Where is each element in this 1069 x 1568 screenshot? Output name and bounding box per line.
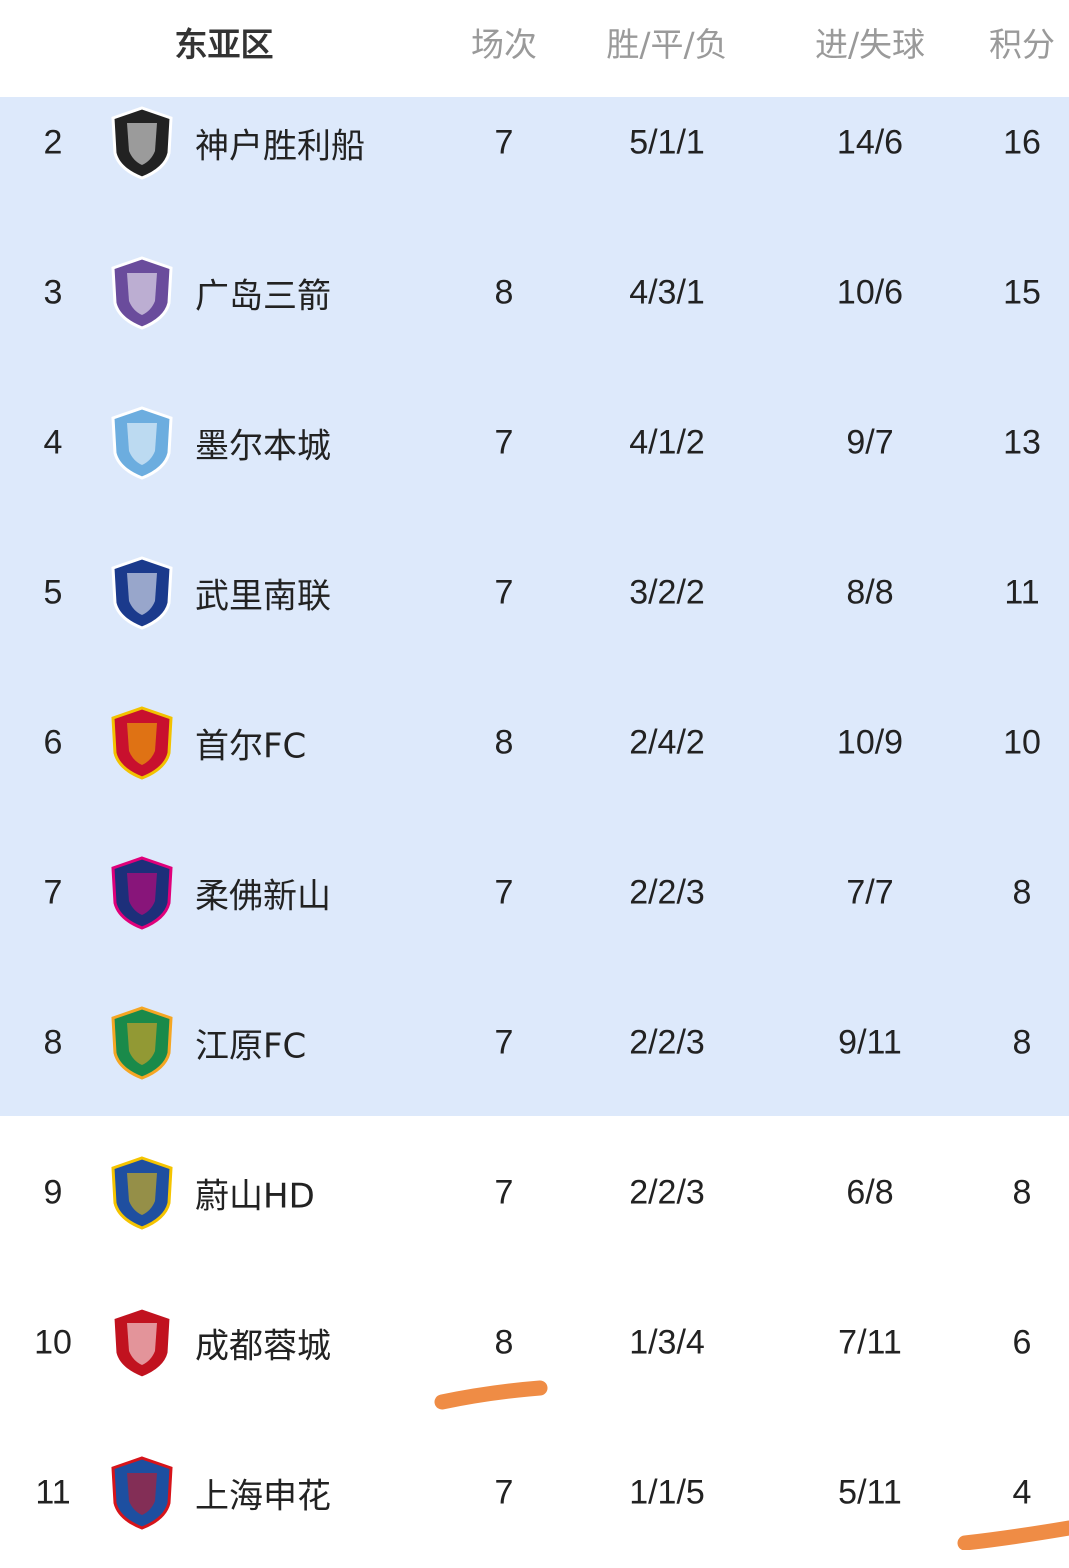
- fc-seoul-crest-icon: [111, 706, 173, 780]
- win-draw-loss: 1/1/5: [629, 1473, 705, 1512]
- win-draw-loss: 4/3/1: [629, 273, 705, 312]
- rank: 5: [43, 573, 63, 612]
- melbourne-city-crest-icon: [111, 406, 173, 480]
- goals-for-against: 9/11: [838, 1023, 902, 1062]
- region-title: 东亚区: [174, 25, 274, 64]
- win-draw-loss: 1/3/4: [629, 1323, 705, 1362]
- team-name[interactable]: 神户胜利船: [195, 126, 365, 167]
- win-draw-loss: 2/2/3: [629, 1023, 705, 1062]
- points: 15: [1003, 273, 1041, 312]
- table-row[interactable]: 7 柔佛新山 7 2/2/3 7/7 8: [0, 818, 1069, 968]
- goals-for-against: 14/6: [836, 123, 904, 162]
- win-draw-loss: 3/2/2: [629, 573, 705, 612]
- team-name[interactable]: 江原FC: [195, 1026, 307, 1067]
- goals-for-against: 9/7: [846, 423, 894, 462]
- table-row[interactable]: 10 成都蓉城 8 1/3/4 7/11 6: [0, 1268, 1069, 1418]
- played: 7: [494, 573, 514, 612]
- played: 7: [494, 873, 514, 912]
- team-name[interactable]: 广岛三箭: [195, 276, 331, 317]
- goals-for-against: 7/11: [838, 1323, 902, 1362]
- win-draw-loss: 2/2/3: [629, 873, 705, 912]
- team-name[interactable]: 上海申花: [195, 1476, 331, 1517]
- played: 8: [494, 1323, 514, 1362]
- played: 7: [494, 423, 514, 462]
- played: 7: [494, 1473, 514, 1512]
- shanghai-shenhua-crest-icon: [111, 1456, 173, 1530]
- table-row[interactable]: 8 江原FC 7 2/2/3 9/11 8: [0, 968, 1069, 1118]
- played: 8: [494, 723, 514, 762]
- points: 6: [1012, 1323, 1032, 1362]
- table-row[interactable]: 9 蔚山HD 7 2/2/3 6/8 8: [0, 1118, 1069, 1268]
- rank: 2: [43, 123, 63, 162]
- table-row[interactable]: 5 武里南联 7 3/2/2 8/8 11: [0, 518, 1069, 668]
- rank: 11: [35, 1473, 71, 1512]
- rank: 8: [43, 1023, 63, 1062]
- team-name[interactable]: 成都蓉城: [195, 1326, 331, 1367]
- points: 13: [1003, 423, 1041, 462]
- ulsan-hd-crest-icon: [111, 1156, 173, 1230]
- rank: 4: [43, 423, 63, 462]
- points: 11: [1004, 573, 1040, 612]
- goals-for-against: 10/9: [836, 723, 904, 762]
- table-row[interactable]: 2 神户胜利船 7 5/1/1 14/6 16: [0, 68, 1069, 218]
- points: 8: [1012, 1173, 1032, 1212]
- goals-for-against: 8/8: [846, 573, 894, 612]
- column-header-played[interactable]: 场次: [471, 25, 537, 64]
- win-draw-loss: 4/1/2: [629, 423, 705, 462]
- team-name[interactable]: 首尔FC: [195, 726, 307, 767]
- gangwon-fc-crest-icon: [111, 1006, 173, 1080]
- team-name[interactable]: 蔚山HD: [195, 1176, 315, 1217]
- rank: 9: [43, 1173, 63, 1212]
- rank: 6: [43, 723, 63, 762]
- points: 8: [1012, 1023, 1032, 1062]
- table-row[interactable]: 3 广岛三箭 8 4/3/1 10/6 15: [0, 218, 1069, 368]
- played: 7: [494, 1023, 514, 1062]
- win-draw-loss: 2/4/2: [629, 723, 705, 762]
- johor-darul-tazim-crest-icon: [111, 856, 173, 930]
- points: 4: [1012, 1473, 1032, 1512]
- sanfrecce-hiroshima-crest-icon: [111, 256, 173, 330]
- played: 8: [494, 273, 514, 312]
- points: 16: [1003, 123, 1041, 162]
- table-row[interactable]: 6 首尔FC 8 2/4/2 10/9 10: [0, 668, 1069, 818]
- played: 7: [494, 123, 514, 162]
- column-header-points[interactable]: 积分: [989, 25, 1055, 64]
- team-name[interactable]: 武里南联: [195, 576, 331, 617]
- column-header-goals[interactable]: 进/失球: [814, 25, 926, 64]
- goals-for-against: 5/11: [838, 1473, 902, 1512]
- points: 10: [1003, 723, 1041, 762]
- win-draw-loss: 5/1/1: [629, 123, 705, 162]
- rank: 3: [43, 273, 63, 312]
- goals-for-against: 6/8: [846, 1173, 894, 1212]
- team-name[interactable]: 柔佛新山: [195, 876, 331, 917]
- chengdu-rongcheng-crest-icon: [111, 1306, 173, 1380]
- vissel-kobe-crest-icon: [111, 106, 173, 180]
- goals-for-against: 10/6: [836, 273, 904, 312]
- rank: 7: [43, 873, 63, 912]
- played: 7: [494, 1173, 514, 1212]
- qualification-highlight-band: [0, 97, 1069, 1116]
- table-header: 东亚区 场次 胜/平/负 进/失球 积分: [0, 0, 1069, 97]
- column-header-wdl[interactable]: 胜/平/负: [606, 25, 728, 64]
- points: 8: [1012, 873, 1032, 912]
- table-row[interactable]: 4 墨尔本城 7 4/1/2 9/7 13: [0, 368, 1069, 518]
- buriram-united-crest-icon: [111, 556, 173, 630]
- goals-for-against: 7/7: [846, 873, 894, 912]
- table-row[interactable]: 11 上海申花 7 1/1/5 5/11 4: [0, 1418, 1069, 1568]
- team-name[interactable]: 墨尔本城: [195, 426, 331, 467]
- win-draw-loss: 2/2/3: [629, 1173, 705, 1212]
- rank: 10: [34, 1323, 72, 1362]
